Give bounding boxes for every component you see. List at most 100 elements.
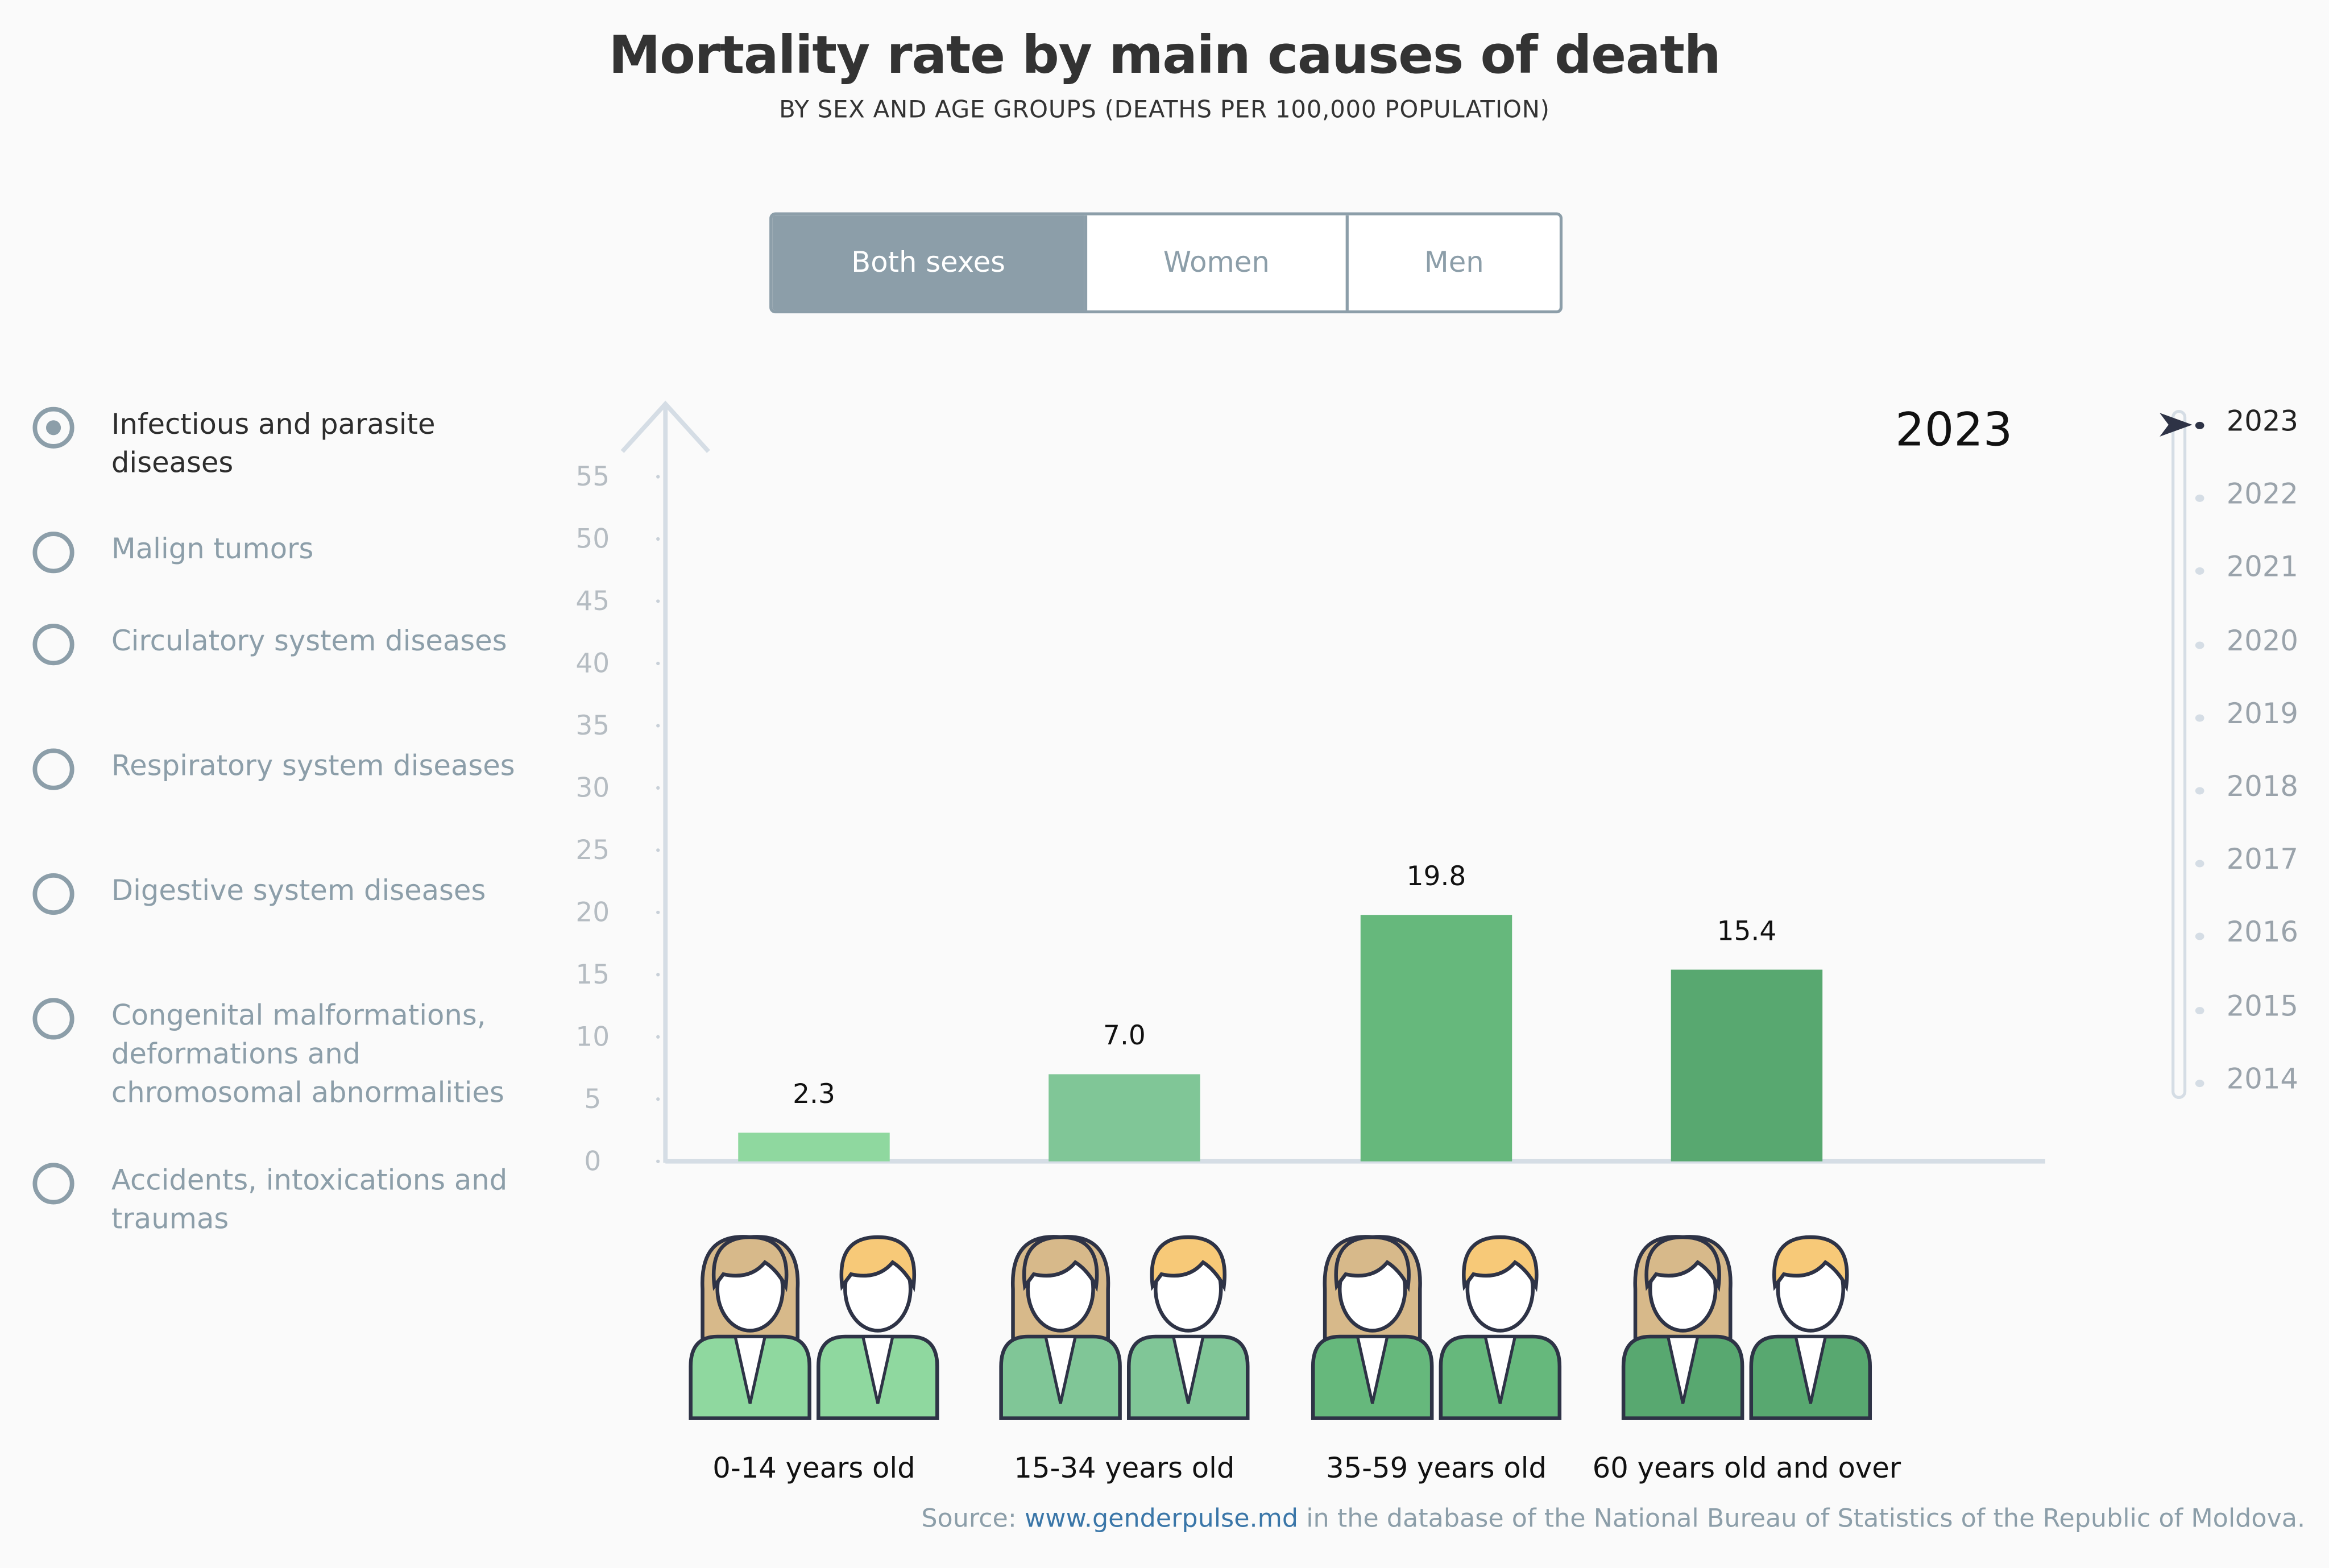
y-tick-mark — [656, 1159, 660, 1163]
y-tick-label: 5 — [584, 1084, 601, 1115]
data-labels: 2.3 7.0 19.8 15.4 — [793, 861, 1776, 1110]
year-option[interactable]: 2023 — [2226, 405, 2299, 438]
radio-button[interactable] — [32, 532, 74, 574]
year-option[interactable]: 2014 — [2226, 1063, 2299, 1096]
cause-label: Infectious and parasite diseases — [111, 408, 436, 480]
year-option[interactable]: 2015 — [2226, 990, 2299, 1023]
year-dot[interactable] — [2195, 495, 2204, 503]
cause-label: Accidents, intoxications and traumas — [111, 1164, 508, 1236]
y-tick-mark — [656, 537, 660, 541]
male-figure-icon — [1749, 1235, 1872, 1420]
year-option[interactable]: 2016 — [2226, 916, 2299, 950]
timeline-track[interactable] — [2171, 409, 2187, 1100]
radio-button[interactable] — [32, 624, 74, 666]
y-tick-label: 50 — [575, 524, 610, 555]
source-suffix: in the database of the National Bureau o… — [1298, 1504, 2306, 1534]
data-label: 7.0 — [1103, 1020, 1146, 1051]
y-tick-mark — [656, 848, 660, 852]
y-tick-label: 55 — [575, 461, 610, 492]
y-tick-mark — [656, 910, 660, 914]
cause-label: Circulatory system diseases — [111, 625, 507, 658]
y-tick-label: 40 — [575, 648, 610, 679]
y-tick-mark — [656, 1097, 660, 1101]
bar[interactable] — [1671, 969, 1823, 1162]
y-tick-mark — [656, 475, 660, 479]
cause-option[interactable]: Respiratory system diseases — [32, 748, 557, 790]
x-category-label: 0-14 years old — [712, 1452, 915, 1486]
radio-button[interactable] — [32, 406, 74, 449]
source-note: Source: www.genderpulse.md in the databa… — [921, 1504, 2305, 1534]
chart-title: Mortality rate by main causes of death — [608, 27, 1721, 86]
female-figure-icon — [1621, 1235, 1744, 1420]
cause-option[interactable]: Circulatory system diseases — [32, 624, 557, 666]
y-tick-label: 45 — [575, 586, 610, 617]
data-label: 2.3 — [793, 1078, 835, 1110]
chart-subtitle: BY SEX AND AGE GROUPS (DEATHS PER 100,00… — [779, 95, 1550, 123]
y-tick-mark — [656, 661, 660, 666]
radio-button[interactable] — [32, 873, 74, 915]
female-figure-icon — [689, 1235, 811, 1420]
toggle-men[interactable]: Men — [1345, 215, 1560, 310]
source-prefix: Source: — [921, 1504, 1025, 1534]
toggle-both-sexes[interactable]: Both sexes — [772, 215, 1084, 310]
year-option[interactable]: 2017 — [2226, 844, 2299, 877]
year-dot[interactable] — [2195, 641, 2204, 649]
bar[interactable] — [1049, 1074, 1200, 1162]
radio-button[interactable] — [32, 998, 74, 1040]
cause-option[interactable]: Congenital malformations, deformations a… — [32, 998, 557, 1112]
radio-button[interactable] — [32, 748, 74, 790]
y-tick-mark — [656, 973, 660, 977]
year-dot[interactable] — [2195, 1006, 2204, 1014]
x-category-label: 60 years old and over — [1592, 1452, 1901, 1486]
year-timeline[interactable]: 2023 2022 2021 2020 2019 2018 2017 2016 2015 2014 — [2154, 401, 2317, 1100]
male-figure-icon — [1439, 1235, 1562, 1420]
y-tick-mark — [656, 599, 660, 603]
sex-toggle: Both sexes Women Men — [769, 212, 1563, 314]
cause-option[interactable]: Digestive system diseases — [32, 873, 557, 915]
year-dot[interactable] — [2195, 567, 2204, 575]
y-tick-label: 15 — [575, 959, 610, 990]
year-dot[interactable] — [2195, 860, 2204, 868]
year-dot[interactable] — [2195, 714, 2204, 721]
data-label: 19.8 — [1407, 861, 1466, 892]
radio-button[interactable] — [32, 1163, 74, 1205]
year-option[interactable]: 2018 — [2226, 770, 2299, 804]
cause-option[interactable]: Malign tumors — [32, 532, 557, 574]
y-tick-label: 35 — [575, 710, 610, 741]
y-tick-label: 10 — [575, 1021, 610, 1052]
toggle-women[interactable]: Women — [1084, 215, 1346, 310]
y-tick-label: 20 — [575, 897, 610, 928]
timeline-pointer-icon[interactable] — [2160, 412, 2195, 438]
x-category-label: 15-34 years old — [1014, 1452, 1235, 1486]
cause-label: Respiratory system diseases — [111, 750, 515, 783]
year-option[interactable]: 2022 — [2226, 478, 2299, 512]
bar[interactable] — [738, 1133, 890, 1162]
bars — [738, 915, 1823, 1162]
data-label: 15.4 — [1717, 915, 1777, 947]
year-option[interactable]: 2019 — [2226, 698, 2299, 731]
y-axis-arrow-icon — [620, 400, 710, 453]
y-tick-label: 0 — [584, 1146, 601, 1177]
cause-option[interactable]: Accidents, intoxications and traumas — [32, 1163, 557, 1238]
year-dot[interactable] — [2195, 787, 2204, 795]
female-figure-icon — [999, 1235, 1122, 1420]
source-link[interactable]: www.genderpulse.md — [1024, 1504, 1299, 1534]
y-tick-mark — [656, 724, 660, 728]
year-option[interactable]: 2020 — [2226, 624, 2299, 658]
y-tick-mark — [656, 786, 660, 790]
year-option[interactable]: 2021 — [2226, 551, 2299, 584]
y-ticks: 0 5 10 15 20 25 30 35 40 45 50 55 — [575, 461, 660, 1177]
year-dot[interactable] — [2195, 1079, 2204, 1087]
bar[interactable] — [1360, 915, 1512, 1162]
cause-option[interactable]: Infectious and parasite diseases — [32, 406, 557, 483]
x-category-label: 35-59 years old — [1325, 1452, 1547, 1486]
female-figure-icon — [1311, 1235, 1434, 1420]
year-dot[interactable] — [2195, 933, 2204, 941]
male-figure-icon — [1127, 1235, 1250, 1420]
age-figures — [689, 1235, 1872, 1420]
y-tick-label: 25 — [575, 835, 610, 866]
cause-label: Congenital malformations, deformations a… — [111, 999, 504, 1110]
year-dot[interactable] — [2195, 421, 2204, 429]
